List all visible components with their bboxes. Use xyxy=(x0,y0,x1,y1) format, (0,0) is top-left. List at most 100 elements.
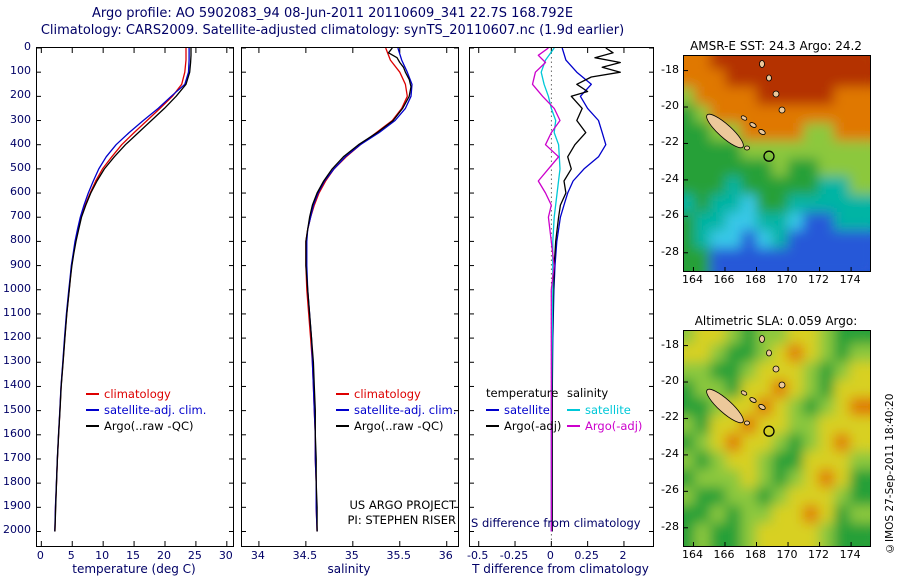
map-lon-tick-label: 166 xyxy=(713,273,735,286)
legend-item: climatology xyxy=(86,386,206,402)
sla-map xyxy=(683,330,871,547)
map-lat-tick-label: -22 xyxy=(661,135,679,149)
legend-item: Argo(..raw -QC) xyxy=(86,418,206,434)
x-tick-label: 35 xyxy=(344,549,359,562)
t-difference-axis-label: T difference from climatology xyxy=(472,562,649,576)
map-lon-tick-label: 166 xyxy=(713,548,735,561)
x-tick-label: 25 xyxy=(187,549,202,562)
legend-item: satellite xyxy=(567,402,642,418)
legend-item: Argo(..raw -QC) xyxy=(336,418,456,434)
x-tick-label: -0.25 xyxy=(499,549,529,562)
x-tick-label: 0 xyxy=(546,549,554,562)
x-tick-label: 2 xyxy=(619,549,627,562)
legend-label: satellite-adj. clim. xyxy=(354,403,457,417)
legend-header: salinity xyxy=(567,386,609,400)
t-difference-legend: temperature satellite Argo(-adj) xyxy=(486,386,561,434)
depth-tick-label: 2000 xyxy=(3,523,31,537)
legend-line-swatch xyxy=(336,409,349,411)
x-tick-label: 0.25 xyxy=(574,549,599,562)
x-tick-label: 10 xyxy=(95,549,110,562)
map-lat-tick-label: -20 xyxy=(661,99,679,113)
map-lat-tick-label: -26 xyxy=(661,208,679,222)
depth-tick-label: 1900 xyxy=(3,499,31,513)
temperature-axis-label: temperature (deg C) xyxy=(72,562,196,576)
depth-tick-label: 600 xyxy=(10,185,31,199)
depth-tick-label: 1100 xyxy=(3,305,31,319)
salinity-legend: climatology satellite-adj. clim. Argo(..… xyxy=(336,386,456,434)
x-tick-label: 30 xyxy=(218,549,233,562)
x-tick-label: 35.5 xyxy=(386,549,412,562)
map-lon-tick-label: 168 xyxy=(745,273,766,286)
legend-label: climatology xyxy=(354,387,421,401)
x-tick-label: 15 xyxy=(126,549,141,562)
depth-tick-label: 1500 xyxy=(3,402,31,416)
legend-line-swatch xyxy=(567,409,580,411)
depth-tick-label: 100 xyxy=(10,64,31,78)
map-lon-tick-label: 164 xyxy=(681,548,703,561)
page-subtitle: Climatology: CARS2009. Satellite-adjuste… xyxy=(40,23,625,38)
depth-tick-label: 1800 xyxy=(3,475,31,489)
depth-tick-label: 800 xyxy=(10,233,31,247)
legend-line-swatch xyxy=(336,425,349,427)
salinity-profile-panel xyxy=(241,47,459,547)
salinity-axis-label: salinity xyxy=(327,562,371,576)
map-lon-tick-label: 174 xyxy=(839,273,861,286)
legend-line-swatch xyxy=(86,425,99,427)
pi-text: PI: STEPHEN RISER xyxy=(347,513,457,527)
map-lat-tick-label: -28 xyxy=(661,519,679,533)
depth-tick-label: 200 xyxy=(10,88,31,102)
legend-line-swatch xyxy=(86,393,99,395)
s-difference-legend: salinity satellite Argo(-adj) xyxy=(567,386,642,434)
temperature-legend: climatology satellite-adj. clim. Argo(..… xyxy=(86,386,206,434)
legend-label: Argo(-adj) xyxy=(504,419,562,433)
map-lon-tick-label: 164 xyxy=(681,273,703,286)
sst-map-chart xyxy=(684,56,870,271)
legend-item: satellite-adj. clim. xyxy=(336,402,456,418)
legend-line-swatch xyxy=(567,425,580,427)
map-lon-tick-label: 174 xyxy=(839,548,861,561)
depth-tick-label: 300 xyxy=(10,112,31,126)
legend-item: satellite-adj. clim. xyxy=(86,402,206,418)
map-lat-tick-label: -18 xyxy=(661,337,679,351)
x-tick-label: 5 xyxy=(67,549,75,562)
depth-tick-label: 1300 xyxy=(3,354,31,368)
map-lat-tick-label: -18 xyxy=(661,62,679,76)
map-lon-tick-label: 172 xyxy=(808,273,830,286)
salinity-profile-chart xyxy=(242,48,458,546)
map-lon-tick-label: 168 xyxy=(745,548,766,561)
legend-label: Argo(..raw -QC) xyxy=(354,419,444,433)
depth-tick-label: 700 xyxy=(10,209,31,223)
project-text: US ARGO PROJECT xyxy=(349,498,456,512)
depth-tick-label: 1600 xyxy=(3,426,31,440)
legend-line-swatch xyxy=(86,409,99,411)
x-tick-label: -0.5 xyxy=(466,549,489,562)
legend-label: satellite xyxy=(504,403,550,417)
depth-tick-label: 1000 xyxy=(3,281,31,295)
legend-line-swatch xyxy=(486,409,499,411)
legend-item: climatology xyxy=(336,386,456,402)
sla-map-chart xyxy=(684,331,870,546)
legend-label: satellite xyxy=(585,403,631,417)
x-tick-label: 34 xyxy=(250,549,265,562)
x-tick-label: 34.5 xyxy=(292,549,318,562)
legend-line-swatch xyxy=(336,393,349,395)
difference-profile-panel xyxy=(469,47,654,547)
legend-label: Argo(..raw -QC) xyxy=(104,419,194,433)
legend-label: climatology xyxy=(104,387,171,401)
s-difference-label: S difference from climatology xyxy=(471,516,641,530)
legend-line-swatch xyxy=(486,425,499,427)
temperature-profile-panel xyxy=(36,47,234,547)
depth-tick-label: 500 xyxy=(10,160,31,174)
legend-header: temperature xyxy=(486,386,559,400)
depth-tick-label: 1700 xyxy=(3,450,31,464)
map-lat-tick-label: -28 xyxy=(661,244,679,258)
legend-label: satellite-adj. clim. xyxy=(104,403,207,417)
map-lat-tick-label: -24 xyxy=(661,171,679,185)
copyright-text: ©IMOS 27-Sep-2011 18:40:20 xyxy=(884,393,896,554)
depth-tick-label: 0 xyxy=(24,40,31,53)
legend-item: Argo(-adj) xyxy=(486,418,561,434)
sst-map-title: AMSR-E SST: 24.3 Argo: 24.2 xyxy=(690,39,862,53)
x-tick-label: 36 xyxy=(438,549,453,562)
map-lon-tick-label: 172 xyxy=(808,548,830,561)
